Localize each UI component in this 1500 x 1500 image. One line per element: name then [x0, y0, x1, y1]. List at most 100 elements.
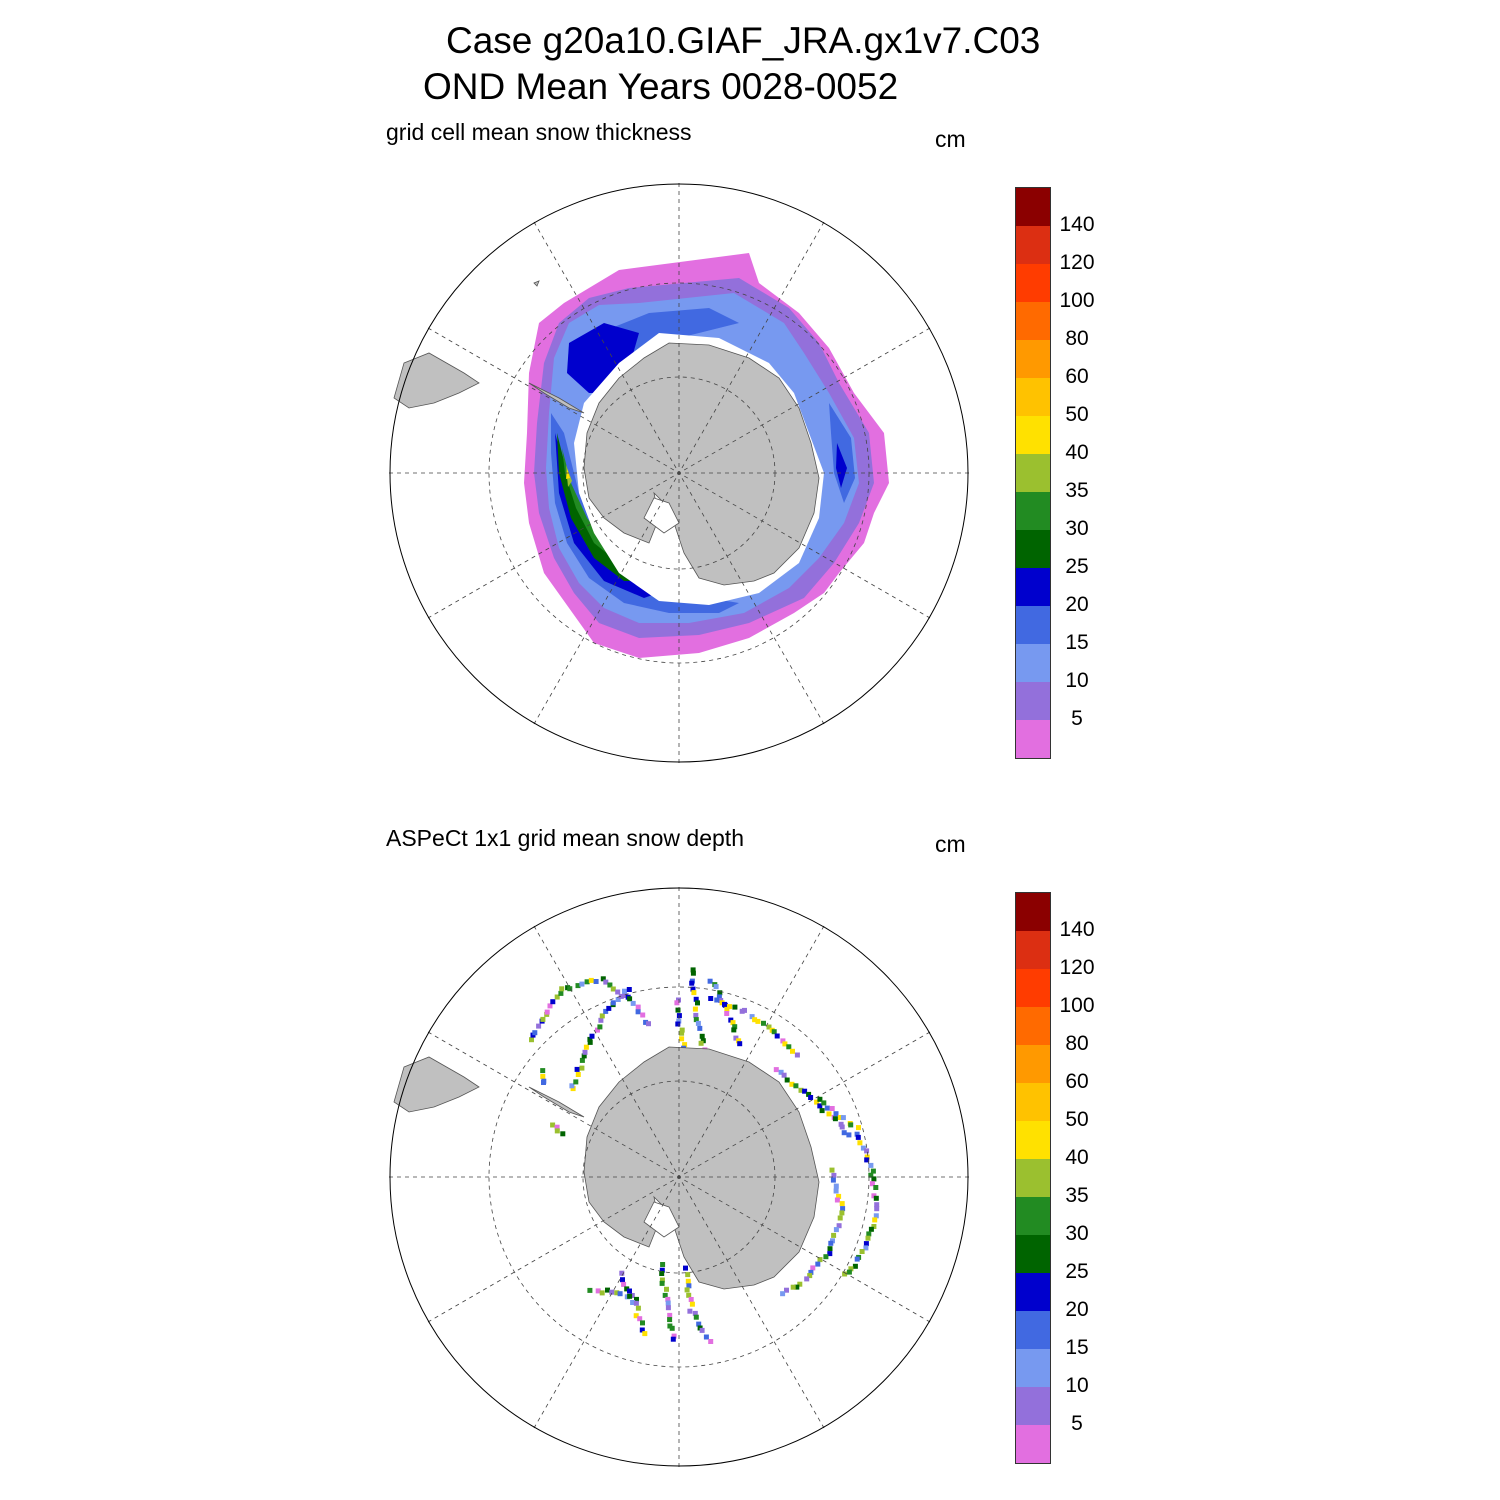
- observation-cell: [863, 1241, 869, 1247]
- colorbar-tick-label: 100: [1059, 994, 1095, 1017]
- observation-cell: [581, 1053, 587, 1059]
- observation-cell: [689, 1301, 695, 1307]
- observation-cell: [789, 1081, 795, 1087]
- observation-cell: [642, 1331, 648, 1337]
- observation-cell: [863, 1245, 869, 1251]
- observation-cell: [761, 1020, 766, 1026]
- colorbar-tick-label: 120: [1059, 251, 1095, 274]
- colorbar-tick-label: 80: [1065, 1032, 1089, 1055]
- colorbar-swatch: [1016, 606, 1050, 644]
- observation-cell: [614, 1290, 620, 1296]
- observation-cell: [610, 1000, 616, 1006]
- observation-cell: [587, 1287, 593, 1293]
- observation-cell: [627, 1293, 633, 1299]
- observation-cell: [640, 1320, 645, 1326]
- observation-cell: [831, 1172, 837, 1178]
- colorbar-tick-label: 25: [1065, 555, 1089, 578]
- observation-cell: [778, 1069, 784, 1075]
- observation-cell: [684, 1287, 690, 1293]
- colorbar-swatch: [1016, 454, 1050, 492]
- colorbar-tick-label: 40: [1065, 441, 1089, 464]
- observation-cell: [854, 1256, 860, 1262]
- south-america-land: [393, 1056, 480, 1113]
- observation-cell: [834, 1197, 840, 1203]
- colorbar-tick-label: 15: [1065, 1336, 1089, 1359]
- colorbar-swatch: [1016, 1349, 1050, 1387]
- observation-cell: [793, 1083, 799, 1089]
- observation-cell: [814, 1099, 820, 1105]
- observation-cell: [722, 1001, 727, 1007]
- observation-cell: [587, 1039, 593, 1045]
- observation-cell: [667, 1317, 673, 1323]
- observation-cell: [829, 1106, 835, 1111]
- observation-cell: [660, 1262, 666, 1267]
- observation-cell: [633, 1313, 639, 1319]
- observation-cell: [808, 1095, 814, 1100]
- observation-cell: [830, 1177, 836, 1183]
- observation-cell: [780, 1038, 786, 1044]
- observation-cell: [708, 1339, 714, 1344]
- observation-cell: [633, 1300, 639, 1306]
- colorbar-tick-label: 25: [1065, 1260, 1089, 1283]
- observation-cell: [676, 1013, 682, 1019]
- observation-cell: [784, 1287, 789, 1293]
- colorbar-swatch: [1016, 969, 1050, 1007]
- observation-cell: [817, 1257, 823, 1263]
- observation-cell: [630, 1300, 636, 1305]
- colorbar-tick-label: 35: [1065, 1184, 1089, 1207]
- colorbar-swatch: [1016, 530, 1050, 568]
- observation-cell: [560, 1131, 566, 1137]
- observation-cell: [593, 979, 599, 984]
- observation-cell: [688, 1297, 694, 1302]
- observation-cell: [707, 978, 713, 984]
- colorbar-swatch: [1016, 492, 1050, 530]
- observation-cell: [692, 1310, 698, 1316]
- observation-cell: [671, 1333, 677, 1339]
- observation-cell: [640, 1012, 646, 1018]
- observation-cell: [599, 1290, 605, 1296]
- observation-cell: [829, 1167, 835, 1173]
- observation-cell: [679, 1030, 685, 1036]
- observation-cell: [686, 1292, 692, 1298]
- observation-cell: [627, 996, 633, 1002]
- observation-cell: [693, 1017, 699, 1023]
- antarctica-land: [528, 342, 820, 586]
- colorbar-swatch: [1016, 644, 1050, 682]
- observation-cell: [798, 1087, 804, 1093]
- observation-cell: [864, 1154, 870, 1160]
- model-snow-thickness-map: [389, 183, 969, 763]
- colorbar-tick-label: 5: [1071, 1412, 1083, 1435]
- observation-cell: [808, 1269, 814, 1275]
- observation-cell: [540, 1068, 546, 1074]
- observation-cell: [846, 1269, 852, 1275]
- observation-cell: [749, 1014, 755, 1020]
- observation-cell: [766, 1024, 772, 1030]
- observation-cell: [690, 970, 696, 976]
- observation-cell: [599, 1013, 605, 1019]
- colorbar-tick-label: 20: [1065, 593, 1089, 616]
- observation-cell: [575, 1072, 581, 1077]
- observation-cell: [595, 1288, 601, 1294]
- colorbar-swatch: [1016, 1425, 1050, 1463]
- observation-cell: [579, 1057, 585, 1063]
- observation-cell: [802, 1088, 808, 1094]
- observation-cell: [529, 1037, 534, 1043]
- observation-cell: [842, 1271, 848, 1277]
- observation-cell: [579, 1065, 585, 1071]
- observation-cell: [841, 1130, 847, 1136]
- observation-cell: [620, 1277, 625, 1283]
- observation-cell: [615, 997, 621, 1002]
- observation-cell: [782, 1041, 788, 1047]
- observation-cell: [838, 1115, 843, 1120]
- observation-cell: [859, 1249, 865, 1254]
- observation-cell: [827, 1246, 833, 1252]
- observation-cell: [819, 1108, 825, 1114]
- observation-cell: [797, 1281, 803, 1287]
- panel2-units: cm: [935, 831, 966, 857]
- observation-cell: [786, 1044, 792, 1050]
- colorbar-swatch: [1016, 378, 1050, 416]
- observation-cell: [554, 1124, 560, 1130]
- colorbar-aspect: [1015, 892, 1051, 1464]
- observation-cell: [541, 1080, 546, 1085]
- observation-cell: [690, 967, 696, 973]
